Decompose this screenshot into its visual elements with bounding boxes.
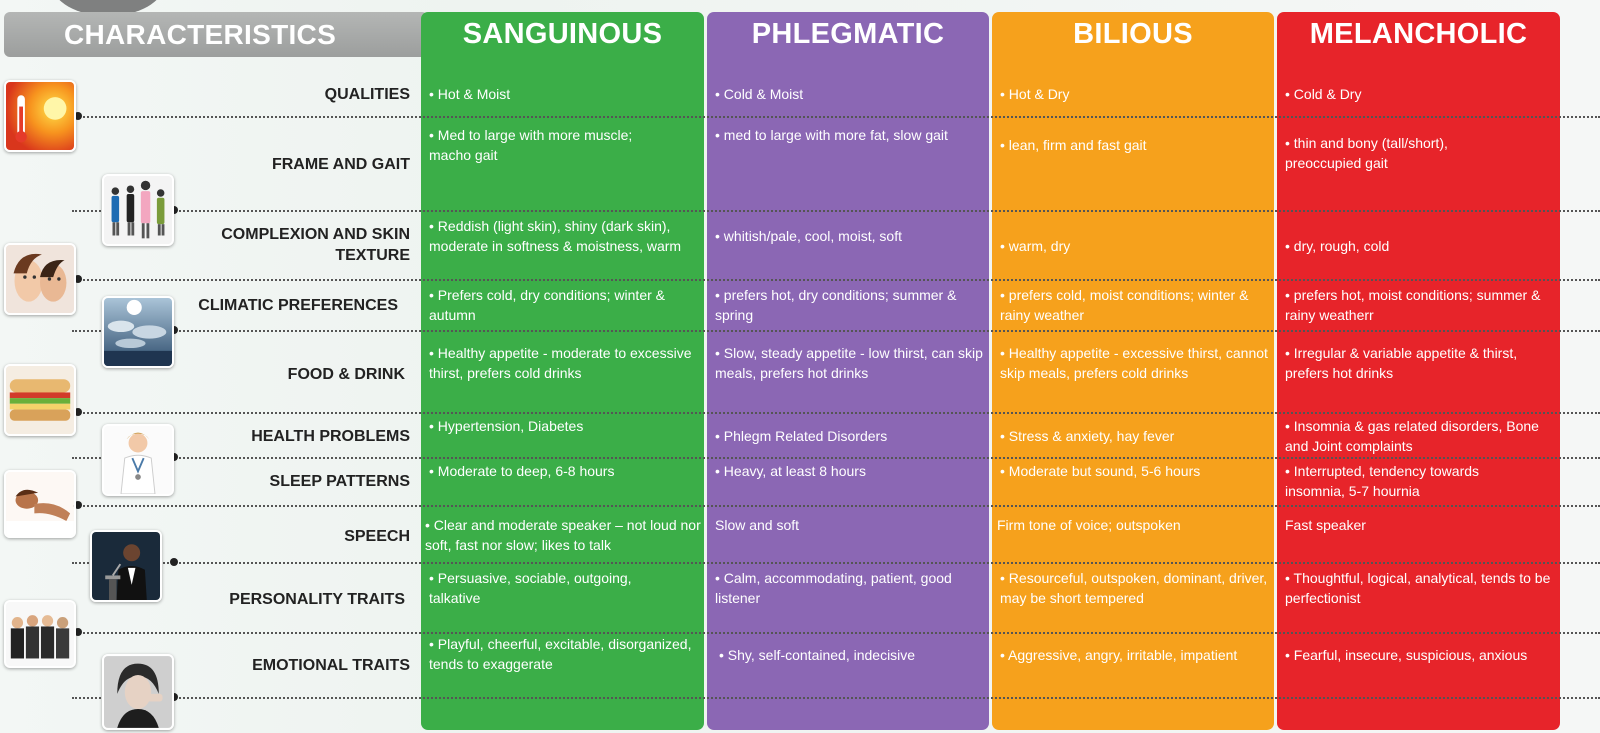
connector-dot: [74, 275, 82, 283]
row-label-speech: SPEECH: [344, 528, 410, 545]
cell-health-sanguinous: • Hypertension, Diabetes: [429, 418, 584, 434]
cell-sleep-sanguinous: • Moderate to deep, 6-8 hours: [429, 463, 615, 479]
cell-health-phlegmatic: • Phlegm Related Disorders: [715, 428, 888, 444]
cell-complexion-melancholic: • dry, rough, cold: [1285, 238, 1390, 254]
cell-personality-sanguinous: • Persuasive, sociable, outgoing, talkat…: [429, 570, 632, 606]
cell-emotional-bilious: • Aggressive, angry, irritable, impatien…: [1000, 647, 1238, 663]
row-label-personality-traits: PERSONALITY TRAITS: [229, 591, 405, 608]
row-separator: [72, 697, 1600, 699]
row-separator: [72, 330, 1600, 332]
cell-climatic-bilious: • prefers cold, moist conditions; winter…: [1000, 287, 1249, 323]
characteristics-header-label: CHARACTERISTICS: [64, 18, 337, 50]
thermometer-sun-icon: [4, 80, 76, 152]
column-header-phlegmatic: PHLEGMATIC: [751, 18, 945, 50]
faces-icon: [4, 243, 76, 315]
cell-food-bilious: • Healthy appetite - excessive thirst, c…: [1000, 345, 1268, 381]
cell-qualities-melancholic: • Cold & Dry: [1285, 86, 1362, 102]
cell-speech-bilious: Firm tone of voice; outspoken: [997, 517, 1181, 533]
connector-dot: [74, 408, 82, 416]
connector-dot: [170, 558, 178, 566]
cell-emotional-melancholic: • Fearful, insecure, suspicious, anxious: [1285, 647, 1528, 663]
cell-complexion-sanguinous: • Reddish (light skin), shiny (dark skin…: [429, 218, 682, 254]
cell-frame-bilious: • lean, firm and fast gait: [1000, 137, 1147, 153]
column-sanguinous: SANGUINOUS: [421, 12, 704, 730]
row-separator: [72, 505, 1600, 507]
row-separator: [72, 116, 1600, 118]
connector-dot: [74, 501, 82, 509]
cell-frame-melancholic: • thin and bony (tall/short), preoccupie…: [1285, 135, 1448, 171]
cell-climatic-melancholic: • prefers hot, moist conditions; summer …: [1285, 287, 1541, 323]
row-separator: [72, 279, 1600, 281]
sky-clouds-icon: [102, 296, 174, 368]
cell-frame-sanguinous: • Med to large with more muscle; macho g…: [429, 127, 633, 163]
cell-qualities-bilious: • Hot & Dry: [1000, 86, 1070, 102]
business-group-icon: [4, 600, 76, 668]
row-separator: [72, 210, 1600, 212]
cell-personality-melancholic: • Thoughtful, logical, analytical, tends…: [1285, 570, 1551, 606]
cell-qualities-phlegmatic: • Cold & Moist: [715, 86, 804, 102]
woman-portrait-icon: [102, 654, 174, 730]
connector-dot: [74, 112, 82, 120]
cell-qualities-sanguinous: • Hot & Moist: [429, 86, 511, 102]
connector-dot: [74, 628, 82, 636]
cell-personality-phlegmatic: • Calm, accommodating, patient, good lis…: [715, 570, 952, 606]
row-label-frame-and-gait: FRAME AND GAIT: [271, 156, 410, 173]
cell-food-phlegmatic: • Slow, steady appetite - low thirst, ca…: [715, 345, 983, 381]
row-label-emotional-traits: EMOTIONAL TRAITS: [252, 657, 410, 674]
cell-sleep-phlegmatic: • Heavy, at least 8 hours: [715, 463, 866, 479]
sandwich-icon: [4, 364, 76, 436]
connector-dot: [170, 693, 178, 701]
connector-dot: [170, 326, 178, 334]
sleeping-person-icon: [4, 470, 76, 538]
row-label-sleep-patterns: SLEEP PATTERNS: [269, 473, 410, 490]
characteristics-header: CHARACTERISTICS: [4, 12, 428, 57]
row-label-qualities: QUALITIES: [324, 86, 410, 103]
connector-dot: [170, 206, 178, 214]
cell-speech-melancholic: Fast speaker: [1285, 517, 1366, 533]
cell-speech-sanguinous: • Clear and moderate speaker – not loud …: [425, 517, 701, 553]
cell-food-melancholic: • Irregular & variable appetite & thirst…: [1285, 345, 1518, 381]
row-separator: [72, 457, 1600, 459]
row-label-climatic-preferences: CLIMATIC PREFERENCES: [198, 297, 398, 314]
people-group-icon: [102, 174, 174, 246]
row-label-complexion: COMPLEXION AND SKIN TEXTURE: [221, 226, 410, 264]
doctor-icon: [102, 424, 174, 496]
row-label-food-drink: FOOD & DRINK: [287, 366, 405, 383]
row-label-health-problems: HEALTH PROBLEMS: [251, 428, 410, 445]
cell-sleep-melancholic: • Interrupted, tendency towards insomnia…: [1285, 463, 1480, 499]
cell-food-sanguinous: • Healthy appetite - moderate to excessi…: [429, 345, 692, 381]
cell-personality-bilious: • Resourceful, outspoken, dominant, driv…: [1000, 570, 1268, 606]
column-header-sanguinous: SANGUINOUS: [462, 18, 663, 50]
row-separator: [72, 632, 1600, 634]
cell-health-melancholic: • Insomnia & gas related disorders, Bone…: [1285, 418, 1539, 454]
speaker-podium-icon: [90, 530, 162, 602]
cell-frame-phlegmatic: • med to large with more fat, slow gait: [715, 127, 948, 143]
cell-health-bilious: • Stress & anxiety, hay fever: [1000, 428, 1175, 444]
cell-complexion-phlegmatic: • whitish/pale, cool, moist, soft: [715, 228, 902, 244]
cell-emotional-phlegmatic: • Shy, self-contained, indecisive: [719, 647, 916, 663]
cell-climatic-phlegmatic: • prefers hot, dry conditions; summer & …: [715, 287, 957, 323]
column-melancholic: MELANCHOLIC: [1277, 12, 1560, 730]
row-separator: [72, 562, 1600, 564]
connector-dot: [170, 453, 178, 461]
row-separator: [72, 412, 1600, 414]
column-phlegmatic: PHLEGMATIC: [707, 12, 989, 730]
column-bilious: BILIOUS: [992, 12, 1274, 730]
column-header-melancholic: MELANCHOLIC: [1309, 18, 1528, 50]
column-header-bilious: BILIOUS: [1073, 18, 1193, 50]
cell-sleep-bilious: • Moderate but sound, 5-6 hours: [1000, 463, 1201, 479]
cell-complexion-bilious: • warm, dry: [1000, 238, 1071, 254]
cell-speech-phlegmatic: Slow and soft: [715, 517, 800, 533]
cell-emotional-sanguinous: • Playful, cheerful, excitable, disorgan…: [429, 636, 692, 672]
cell-climatic-sanguinous: • Prefers cold, dry conditions; winter &…: [429, 287, 665, 323]
